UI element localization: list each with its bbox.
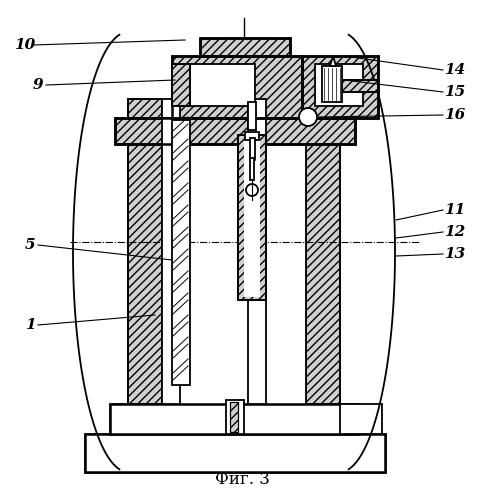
Bar [172,56,302,118]
Bar [110,404,358,434]
Bar [200,38,290,56]
Bar [315,64,363,106]
Bar [302,56,378,118]
Text: 13: 13 [444,247,466,261]
Bar [245,132,259,140]
Bar [115,118,355,144]
Bar [128,99,162,404]
Bar [128,99,162,404]
Bar [306,99,340,404]
Text: 11: 11 [444,203,466,217]
Bar [162,99,306,404]
Bar [306,99,340,404]
Text: 14: 14 [444,63,466,77]
Text: 15: 15 [444,85,466,99]
Bar [238,135,266,300]
Bar [250,138,255,160]
Bar [340,80,378,92]
Bar [244,138,260,297]
Bar [340,80,378,92]
Bar [172,120,190,385]
Text: 5: 5 [25,238,35,252]
Bar [172,64,190,106]
Bar [248,99,266,404]
Text: 16: 16 [444,108,466,122]
Bar [322,66,342,102]
Text: 10: 10 [15,38,36,52]
Text: 1: 1 [25,318,35,332]
Text: 12: 12 [444,225,466,239]
Bar [302,56,378,118]
Bar [226,400,244,434]
Bar [162,99,180,404]
Bar [342,406,380,432]
Bar [250,158,254,180]
Bar [200,38,290,56]
Circle shape [299,108,317,126]
Bar [230,402,238,432]
Bar [110,404,358,434]
Text: 9: 9 [33,78,43,92]
Polygon shape [330,56,336,66]
Text: Фиг. 3: Фиг. 3 [214,471,270,488]
Bar [172,56,302,118]
Bar [230,402,238,432]
Bar [190,64,255,106]
Bar [248,102,256,130]
Bar [172,64,190,106]
Bar [115,118,355,144]
Circle shape [246,184,258,196]
Bar [238,135,266,300]
Bar [340,404,382,434]
Bar [85,434,385,472]
Bar [85,434,385,472]
